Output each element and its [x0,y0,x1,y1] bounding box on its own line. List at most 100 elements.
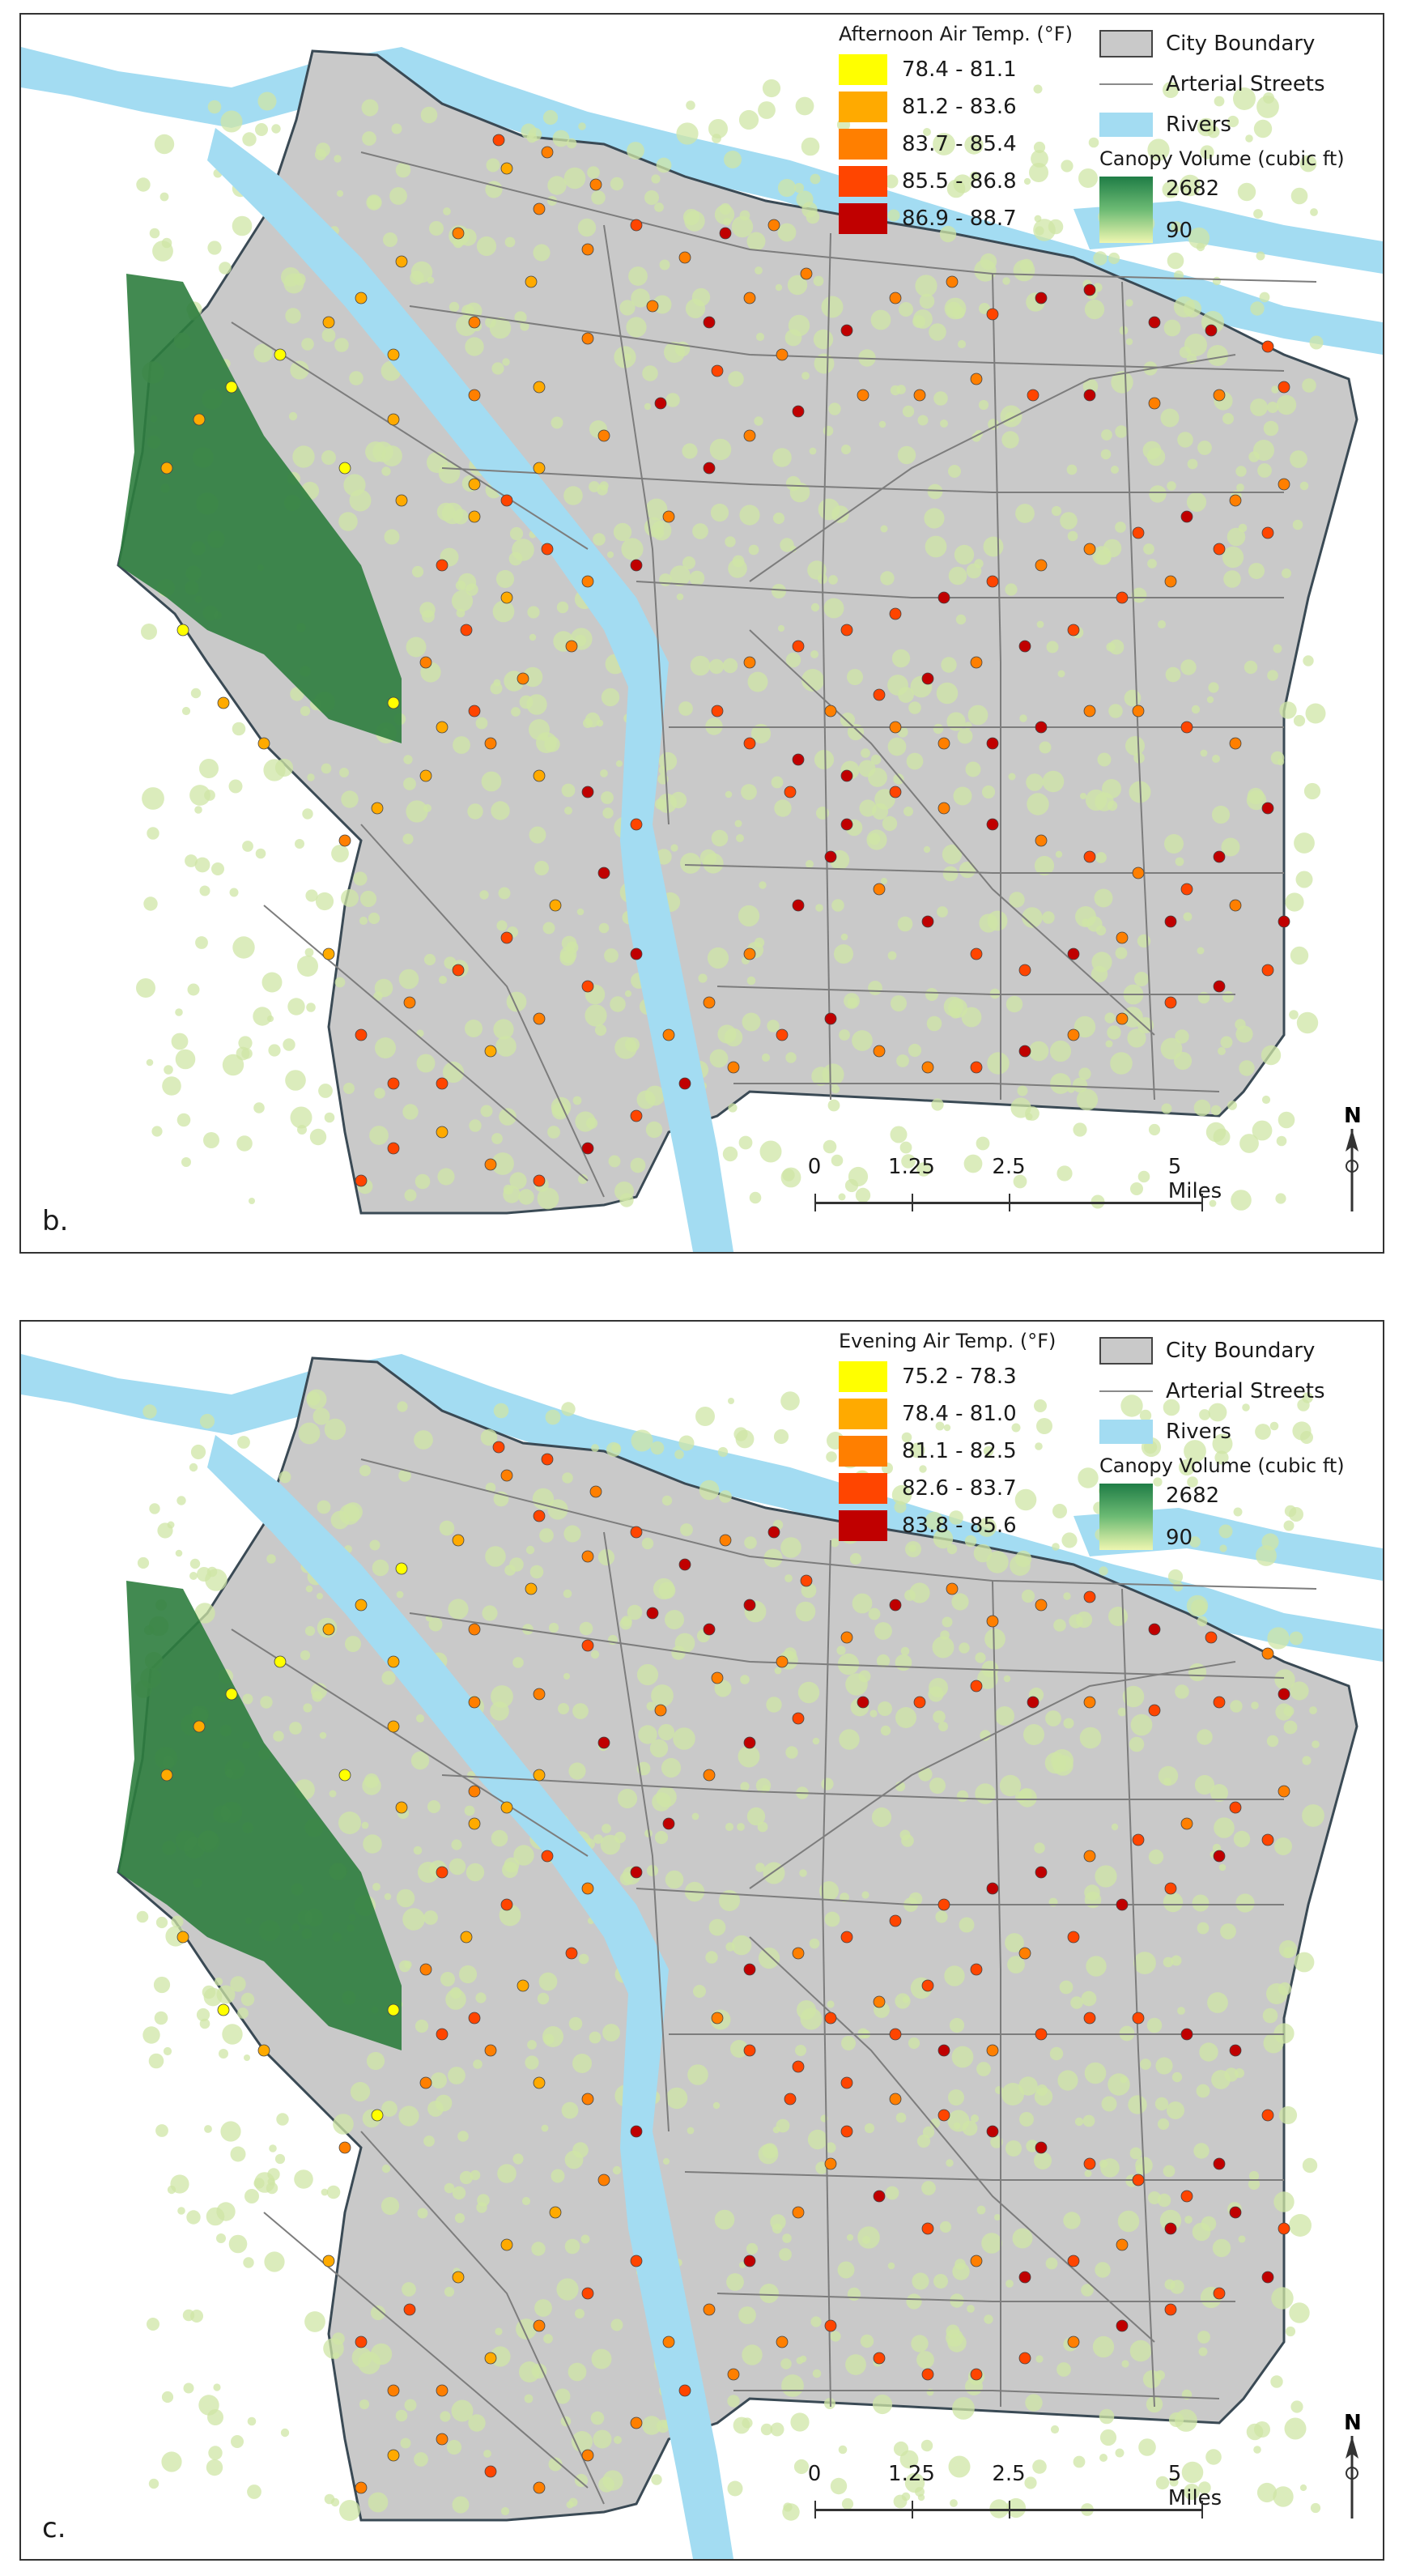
temperature-point [500,494,513,507]
temperature-point [387,2449,400,2462]
temperature-points [160,134,1290,1187]
scale-mark [912,1194,913,1211]
canopy-patch [1063,1718,1074,1729]
canopy-patch [280,2428,290,2438]
canopy-patch [771,776,784,789]
canopy-patch [219,262,232,275]
canopy-patch [880,1725,891,1736]
temperature-point [468,316,481,329]
canopy-patch [1147,138,1170,161]
canopy-patch [572,1703,589,1719]
canopy-patch [1279,701,1297,719]
canopy-patch [244,2189,259,2203]
canopy-patch [861,748,870,758]
canopy-patch [656,157,672,173]
temperature-point [937,2044,950,2057]
canopy-patch [544,736,560,752]
temperature-point [711,705,724,717]
canopy-patch [1256,2482,1278,2503]
canopy-patch [1014,1488,1037,1511]
arterial-street [409,1612,1285,1679]
canopy-patch [1129,2147,1142,2160]
temperature-point [1229,1801,1242,1814]
canopy-patch [297,1125,307,1135]
canopy-patch [1256,1545,1277,1566]
canopy-patch [898,687,914,703]
temperature-point [322,2255,335,2267]
canopy-patch [229,888,239,897]
canopy-patch [1046,641,1059,654]
canopy-patch [887,737,907,756]
canopy-patch [1294,832,1315,854]
canopy-patch [923,128,931,136]
canopy-patch [590,1650,600,1659]
canopy-patch [826,1451,837,1463]
canopy-patch [457,573,477,592]
canopy-patch [423,953,436,966]
canopy-patch [452,2496,470,2514]
temperature-point [1229,899,1242,912]
temperature-point [921,915,934,928]
temperature-point [1278,1688,1290,1701]
canopy-patch [602,1824,611,1833]
canopy-patch [810,602,820,612]
canopy-patch [610,996,626,1012]
canopy-patch [954,544,975,565]
arterial-street [733,1083,1220,1092]
canopy-patch [830,2331,841,2342]
canopy-patch [1125,299,1133,307]
temperature-point [533,462,546,475]
canopy-patch [984,1629,1005,1650]
canopy-patch [563,1673,570,1680]
temperature-point [581,1142,594,1155]
canopy-patch [705,1951,718,1964]
legend-rivers: Rivers [1099,1414,1375,1450]
temperature-point [533,1509,546,1522]
canopy-patch [185,854,198,867]
canopy-patch [504,1857,520,1873]
canopy-patch [157,1522,173,1539]
temperature-point [1261,964,1274,977]
canopy-patch [797,1681,820,1704]
canopy-patch [324,1418,346,1441]
canopy-patch [1299,481,1309,491]
canopy-patch [406,637,427,658]
temperature-point [581,2287,594,2300]
temperature-point [419,769,432,782]
canopy-patch [273,1731,284,1742]
canopy-patch [509,526,524,541]
canopy-patch [329,1790,337,1798]
temperature-point [1164,915,1177,928]
canopy-patch [908,2037,920,2050]
map-canvas [21,1354,1383,2559]
canopy-patch [222,2024,243,2045]
scale-mark [1201,1194,1203,1211]
canopy-patch [661,1495,673,1506]
arterial-streets-swatch [1099,83,1153,85]
temperature-point [1261,2271,1274,2284]
canopy-patch [482,1605,498,1621]
temperature-point [792,2060,805,2073]
canopy-patch [849,1552,862,1565]
temperature-point [533,1012,546,1025]
canopy-patch [1283,1720,1298,1735]
canopy-patch [690,655,711,676]
canopy-patch [984,2314,993,2324]
canopy-patch [1187,1476,1198,1488]
temperature-point [1148,1623,1161,1636]
temperature-point [452,227,465,240]
canopy-patch [957,728,973,744]
temperature-point [1148,1704,1161,1717]
temperature-point [1067,947,1080,960]
canopy-patch [976,2205,986,2215]
canopy-patch [317,1593,323,1599]
temperature-point [873,2190,886,2203]
canopy-patch [292,445,315,468]
legend-range-label: 81.2 - 83.6 [902,95,1017,119]
temperature-point [1229,2206,1242,2219]
temperature-point [857,389,869,402]
temperature-point [395,1562,408,1575]
canopy-patch [665,2087,688,2110]
canopy-patch [1212,755,1220,763]
temperature-point [436,1126,449,1139]
